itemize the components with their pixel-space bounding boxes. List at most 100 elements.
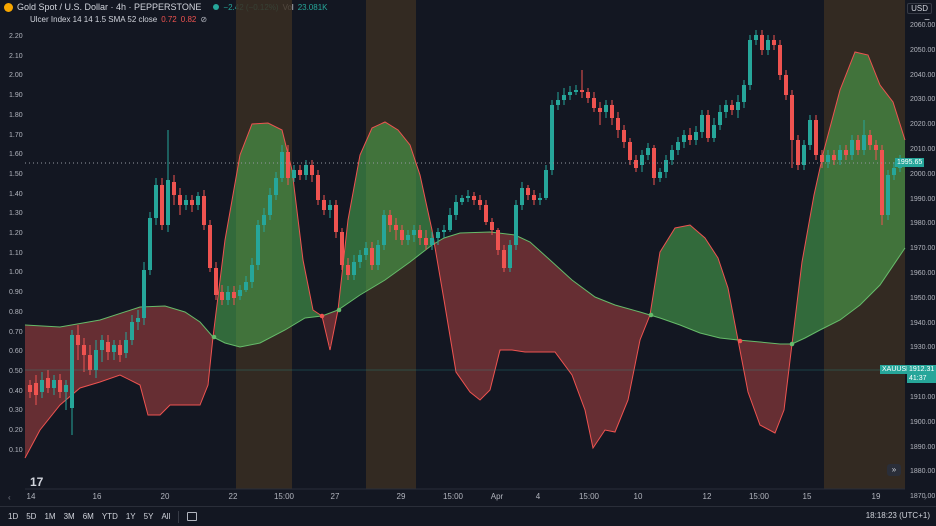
timeframe-1d[interactable]: 1D xyxy=(8,512,19,521)
indicator-fill-up xyxy=(339,122,435,310)
candle-up xyxy=(70,335,74,408)
candle-up xyxy=(442,230,446,232)
candle-up xyxy=(94,350,98,370)
candle-down xyxy=(418,230,422,238)
cross-marker xyxy=(648,312,654,318)
candle-up xyxy=(514,205,518,245)
indicator-fills xyxy=(25,52,905,458)
hide-indicator-icon[interactable]: ⊘ xyxy=(200,15,208,24)
candle-down xyxy=(874,145,878,150)
candle-up xyxy=(250,265,254,282)
right-axis-label: 1940.00 xyxy=(910,319,936,327)
candle-down xyxy=(616,118,620,130)
timeframe-3m[interactable]: 3M xyxy=(63,512,75,521)
symbol-badge-countdown: 41:37 xyxy=(909,375,927,382)
left-axis-label: 0.70 xyxy=(9,328,23,336)
candle-down xyxy=(28,385,32,392)
candle-down xyxy=(610,105,614,118)
right-axis-label: 1880.00 xyxy=(910,468,936,476)
collapse-button[interactable]: − xyxy=(924,15,930,26)
time-axis-label: 27 xyxy=(330,492,340,501)
candle-up xyxy=(376,245,380,265)
cross-markers xyxy=(211,307,795,347)
right-axis-label: 1910.00 xyxy=(910,394,936,401)
right-axis-label: 2050.00 xyxy=(910,46,936,54)
left-axis-label: 2.00 xyxy=(9,72,23,80)
right-axis-label: 1970.00 xyxy=(910,245,936,253)
right-axis-label: 1950.00 xyxy=(910,294,936,302)
candle-up xyxy=(430,238,434,245)
timeframe-5y[interactable]: 5Y xyxy=(143,512,154,521)
indicator-name[interactable]: Ulcer Index 14 14 1.5 SMA 52 close xyxy=(30,15,158,24)
timeframe-6m[interactable]: 6M xyxy=(82,512,94,521)
candle-up xyxy=(862,135,866,150)
candle-down xyxy=(778,45,782,75)
left-axis-label: 0.10 xyxy=(9,446,23,454)
candle-down xyxy=(178,195,182,205)
candle-down xyxy=(388,215,392,225)
candle-down xyxy=(784,75,788,95)
time-axis-label: 29 xyxy=(396,492,406,501)
candle-down xyxy=(46,378,50,388)
candle-up xyxy=(112,345,116,352)
candle-up xyxy=(142,270,146,318)
timeframe-1m[interactable]: 1M xyxy=(44,512,56,521)
candle-up xyxy=(538,198,542,200)
candle-up xyxy=(736,102,740,110)
candle-up xyxy=(412,230,416,235)
nav-right-icon[interactable]: › xyxy=(924,493,927,502)
candle-up xyxy=(184,200,188,205)
candle-up xyxy=(448,215,452,230)
candle-down xyxy=(172,182,176,195)
left-axis-label: 0.40 xyxy=(9,387,23,395)
candle-up xyxy=(268,195,272,215)
candle-up xyxy=(520,188,524,205)
candle-up xyxy=(808,120,812,145)
time-axis-label: Apr xyxy=(490,492,504,501)
calendar-icon[interactable] xyxy=(187,512,198,521)
indicator-legend[interactable]: Ulcer Index 14 14 1.5 SMA 52 close 0.72 … xyxy=(30,15,207,24)
candle-up xyxy=(466,196,470,198)
timeframe-all[interactable]: All xyxy=(161,512,171,521)
timeframe-5d[interactable]: 5D xyxy=(26,512,37,521)
candle-up xyxy=(226,292,230,300)
time-axis-label: 15 xyxy=(802,492,812,501)
candle-down xyxy=(346,265,350,275)
candle-down xyxy=(400,230,404,240)
candle-up xyxy=(724,105,728,112)
candle-down xyxy=(394,225,398,230)
gold-coin-icon xyxy=(4,2,13,12)
time-axis-label: 15:00 xyxy=(442,492,464,501)
candle-down xyxy=(490,222,494,230)
currency-button[interactable]: USD xyxy=(907,3,932,14)
candle-down xyxy=(856,140,860,150)
candle-up xyxy=(40,380,44,392)
market-open-icon xyxy=(213,4,220,10)
right-axis-label: 1980.00 xyxy=(910,220,936,228)
timeframe-1y[interactable]: 1Y xyxy=(125,512,136,521)
candle-down xyxy=(220,292,224,300)
candle-down xyxy=(370,248,374,265)
candle-down xyxy=(760,35,764,50)
scroll-to-realtime-icon[interactable]: » xyxy=(887,464,901,476)
candle-down xyxy=(118,345,122,355)
candle-up xyxy=(694,132,698,140)
time-axis-label: 15:00 xyxy=(273,492,295,501)
candle-up xyxy=(256,225,260,265)
cross-marker xyxy=(319,313,325,319)
left-axis-label: 0.60 xyxy=(9,348,23,356)
symbol-title[interactable]: Gold Spot / U.S. Dollar · 4h · PEPPERSTO… xyxy=(17,2,202,12)
time-axis-label: 15:00 xyxy=(748,492,770,501)
left-axis-label: 0.50 xyxy=(9,367,23,375)
left-axis-label: 1.80 xyxy=(9,111,23,119)
candle-up xyxy=(436,232,440,238)
right-axis-label: 1900.00 xyxy=(910,418,936,426)
tradingview-logo[interactable]: 17 xyxy=(30,475,44,489)
candle-down xyxy=(232,292,236,298)
time-axis-label: 4 xyxy=(535,492,541,501)
candle-down xyxy=(868,135,872,145)
nav-left-icon[interactable]: ‹ xyxy=(8,493,11,502)
timeframe-ytd[interactable]: YTD xyxy=(101,512,118,521)
